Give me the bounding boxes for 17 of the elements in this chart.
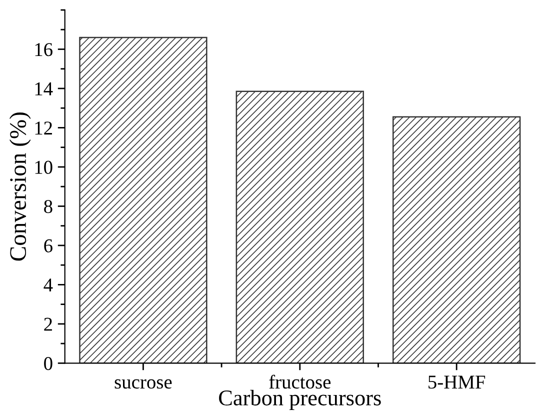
y-tick-label: 14 bbox=[35, 82, 53, 96]
x-tick-label: fructose bbox=[269, 374, 331, 389]
y-tick-label: 8 bbox=[44, 200, 52, 214]
bar bbox=[236, 90, 364, 364]
y-tick-label: 2 bbox=[44, 318, 52, 331]
x-tick-label: 5-HMF bbox=[428, 376, 486, 389]
bar bbox=[392, 116, 521, 364]
y-tick-label: 16 bbox=[35, 43, 52, 56]
y-tick-label: 4 bbox=[44, 278, 53, 292]
y-tick-label: 12 bbox=[35, 122, 52, 134]
bar bbox=[79, 36, 208, 364]
x-axis-title: Carbon precursors bbox=[219, 390, 381, 410]
y-tick-label: 6 bbox=[44, 239, 52, 252]
y-tick-label: 10 bbox=[35, 160, 52, 174]
y-tick-label: 0 bbox=[44, 356, 52, 370]
y-axis-title: Conversion (%) bbox=[9, 112, 31, 261]
x-tick-label: sucrose bbox=[114, 379, 172, 389]
